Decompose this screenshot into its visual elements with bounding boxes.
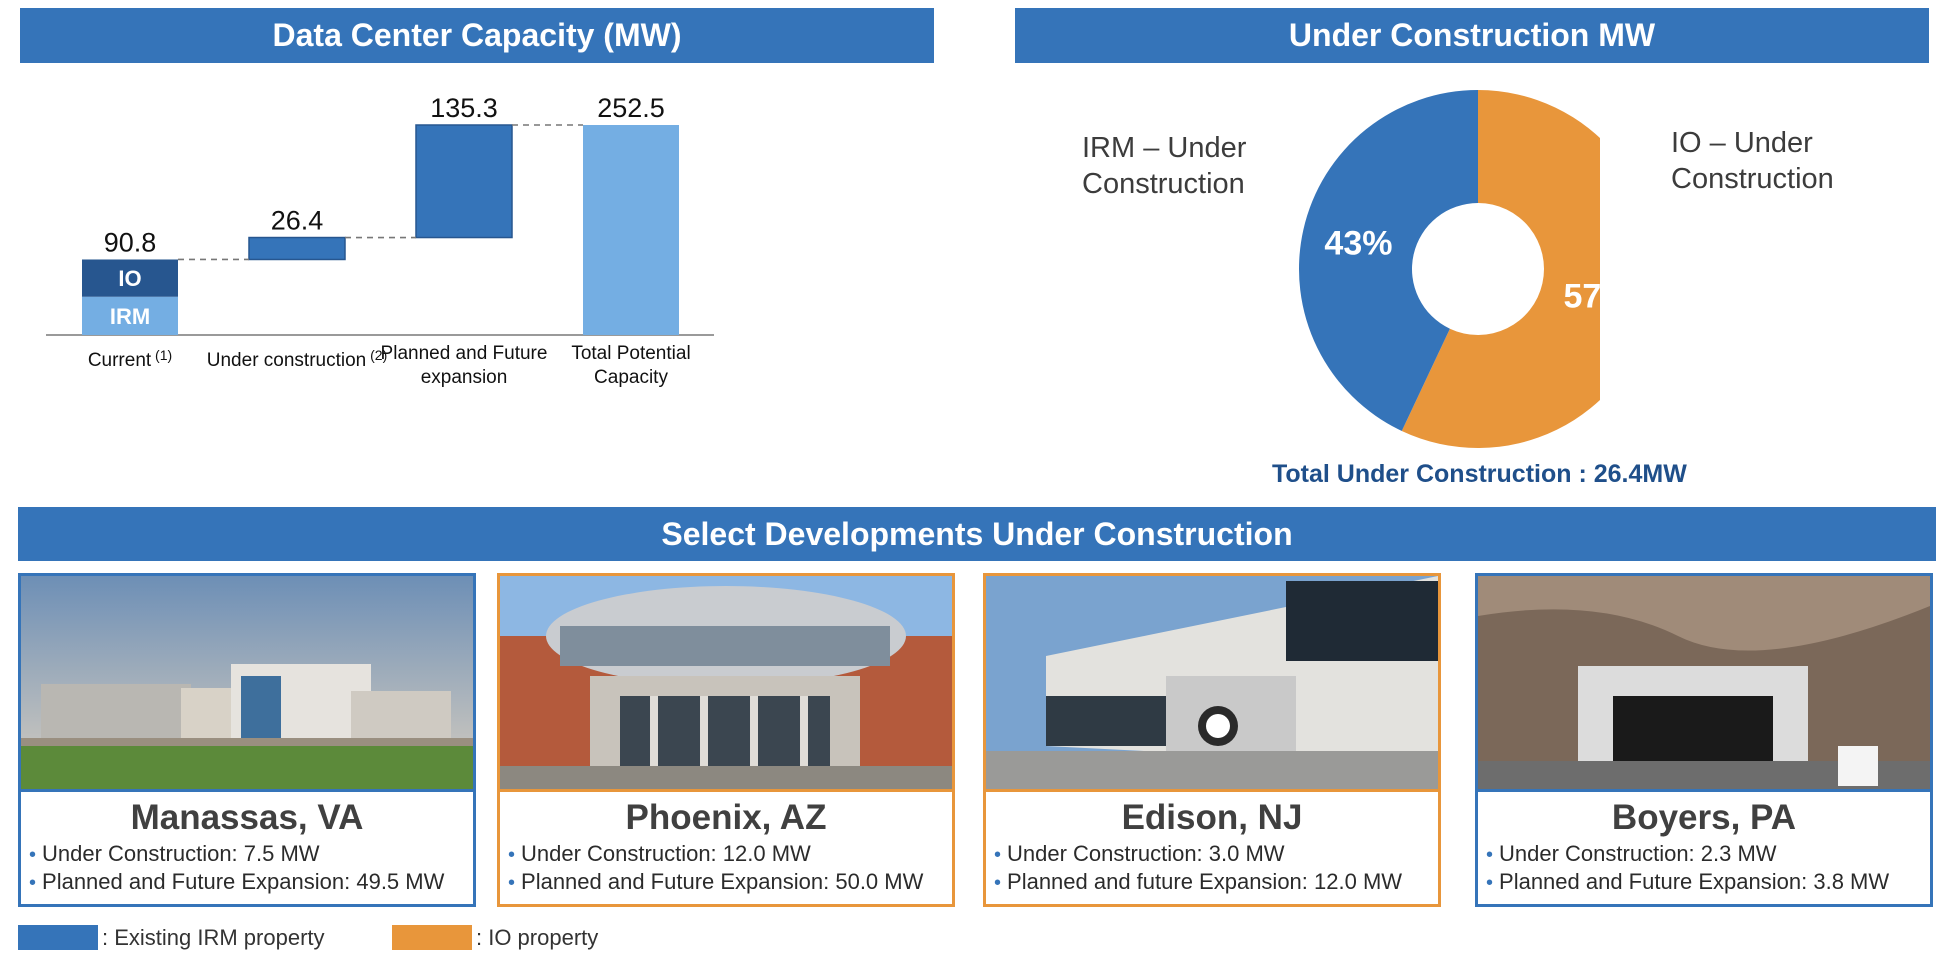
card-title-edison: Edison, NJ — [1121, 798, 1303, 837]
card-under-construction-boyers: • Under Construction: 2.3 MW — [1486, 841, 1777, 866]
segment-label-irm: IRM — [110, 304, 150, 329]
category-label-2: Under construction (2) — [207, 347, 387, 371]
card-under-construction-edison: • Under Construction: 3.0 MW — [994, 841, 1285, 866]
bar-current-io — [82, 259, 178, 297]
edison-photo — [986, 576, 1438, 792]
category-label-4-line-2: Capacity — [594, 367, 668, 388]
value-label-2: 26.4 — [271, 206, 324, 236]
irm-under-construction-label: IRM – Under Construction — [1082, 130, 1246, 202]
bar-under-construction — [248, 236, 346, 261]
card-under-construction-manassas: • Under Construction: 7.5 MW — [29, 841, 320, 866]
capacity-panel-title: Data Center Capacity (MW) — [20, 8, 934, 63]
io-under-construction-label: IO – Under Construction — [1671, 125, 1834, 197]
capacity-waterfall-chart: IRM IO 90.8 26.4 135.3 252.5 Current (1) Under … — [46, 95, 714, 388]
card-expansion-phoenix: • Planned and Future Expansion: 50.0 MW — [508, 869, 924, 894]
under-construction-panel-title: Under Construction MW — [1015, 8, 1929, 63]
phoenix-photo — [500, 576, 952, 792]
category-label-4: Total Potential — [571, 343, 690, 364]
bar-planned-expansion — [415, 124, 513, 239]
segment-label-io: IO — [118, 266, 141, 291]
card-title-manassas: Manassas, VA — [130, 798, 364, 837]
boyers-photo — [1478, 576, 1930, 792]
category-label-3: Planned and Future — [381, 343, 548, 364]
donut-slice-irm — [1299, 90, 1478, 431]
development-card-edison: Edison, NJ • Under Construction: 3.0 MW •… — [983, 573, 1441, 907]
legend-label-io: : IO property — [476, 925, 599, 950]
bar-total-capacity — [583, 125, 679, 335]
card-expansion-edison: • Planned and future Expansion: 12.0 MW — [994, 869, 1403, 894]
category-label-3-line-2: expansion — [421, 367, 508, 388]
development-card-boyers: Boyers, PA • Under Construction: 2.3 MW •… — [1475, 573, 1933, 907]
card-title-boyers: Boyers, PA — [1611, 798, 1797, 837]
development-card-manassas: Manassas, VA • Under Construction: 7.5 MW… — [18, 573, 476, 907]
card-title-phoenix: Phoenix, AZ — [625, 798, 827, 837]
category-label-1: Current (1) — [88, 347, 172, 371]
under-construction-donut-chart: 57% 43% — [1299, 90, 1600, 448]
irm-label-line-1: IRM – Under — [1082, 132, 1247, 164]
total-under-construction: Total Under Construction : 26.4MW — [1272, 460, 1687, 488]
donut-value-label-irm: 43% — [1324, 224, 1392, 262]
donut-slice-io — [1401, 90, 1600, 448]
bar-current-irm — [82, 296, 178, 335]
developments-section-title: Select Developments Under Construction — [18, 507, 1936, 561]
io-label-line-2: Construction — [1671, 163, 1834, 195]
value-label-3: 135.3 — [430, 95, 498, 123]
manassas-photo — [21, 576, 473, 792]
legend-swatch-irm — [18, 925, 98, 950]
card-under-construction-phoenix: • Under Construction: 12.0 MW — [508, 841, 811, 866]
legend-swatch-io — [392, 925, 472, 950]
development-card-phoenix: Phoenix, AZ • Under Construction: 12.0 MW… — [497, 573, 955, 907]
value-label-4: 252.5 — [597, 95, 665, 123]
card-expansion-manassas: • Planned and Future Expansion: 49.5 MW — [29, 869, 445, 894]
io-label-line-1: IO – Under — [1671, 127, 1813, 159]
irm-label-line-2: Construction — [1082, 168, 1245, 200]
legend-label-irm: : Existing IRM property — [102, 925, 325, 950]
donut-value-label-io: 57% — [1564, 278, 1600, 316]
card-expansion-boyers: • Planned and Future Expansion: 3.8 MW — [1486, 869, 1890, 894]
value-label-1: 90.8 — [104, 227, 157, 257]
